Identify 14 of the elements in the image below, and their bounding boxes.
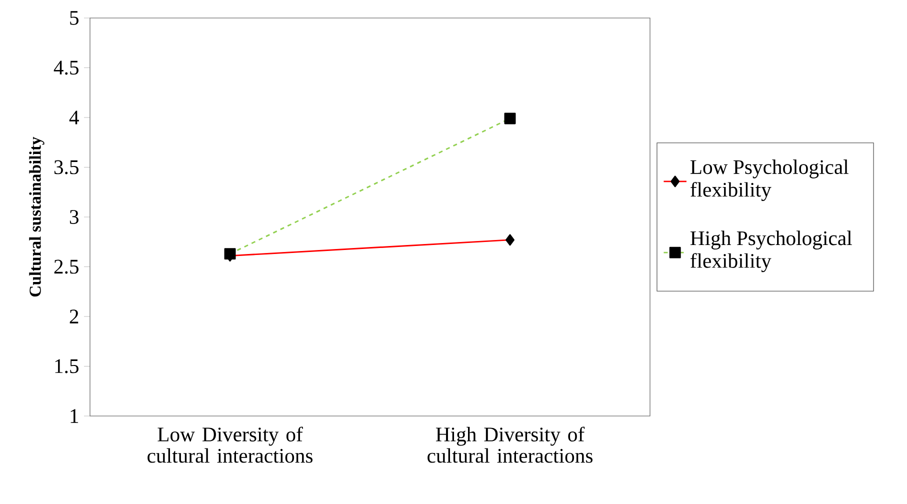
y-tick-label: 5 xyxy=(70,11,78,25)
legend-label: High Psychological flexibility xyxy=(690,230,852,272)
y-tick-label: 4.5 xyxy=(54,60,78,75)
y-tick-label: 3 xyxy=(70,210,78,224)
y-tick-label: 3.5 xyxy=(54,160,78,174)
y-tick-label: 2 xyxy=(70,310,78,324)
x-tick-label: Low Diversity of cultural interactions xyxy=(148,426,312,463)
legend-label: Low Psychological flexibility xyxy=(690,160,848,201)
x-tick-label: High Diversity of cultural interactions xyxy=(428,426,592,463)
y-tick-label: 2.5 xyxy=(54,260,78,274)
y-tick-label: 1.5 xyxy=(55,359,78,374)
y-tick-label: 4 xyxy=(69,110,79,124)
y-tick-label: 1 xyxy=(70,409,78,423)
y-axis-title: Cultural sustainability xyxy=(29,136,44,297)
